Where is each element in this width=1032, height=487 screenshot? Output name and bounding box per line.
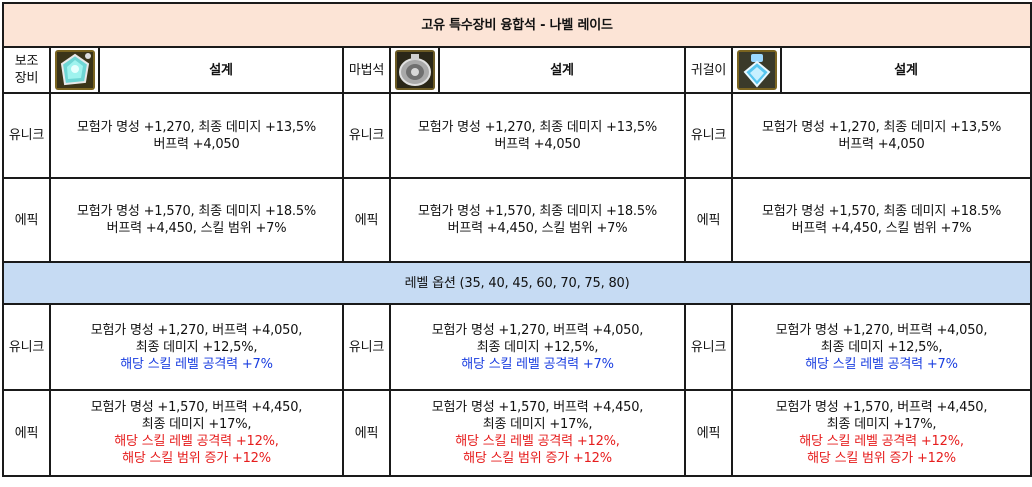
grade-epic-label: 에픽 xyxy=(342,177,391,263)
option-line: 버프력 +4,050 xyxy=(838,136,925,152)
option-line: 버프력 +4,050 xyxy=(153,136,240,152)
option-line: 최종 데미지 +12,5%, xyxy=(476,339,599,355)
design-header: 설계 xyxy=(98,46,344,94)
grade-epic-label: 에픽 xyxy=(2,177,51,263)
design-header: 설계 xyxy=(779,46,1032,94)
level-epic-options: 모험가 명성 +1,570, 버프력 +4,450, 최종 데미지 +17%, … xyxy=(389,389,686,477)
grade-epic-label: 에픽 xyxy=(684,177,733,263)
grade-unique-label: 유니크 xyxy=(342,92,391,179)
grade-epic-label: 에픽 xyxy=(684,389,733,477)
option-line: 모험가 명성 +1,570, 최종 데미지 +18.5% xyxy=(417,204,658,219)
slot-label-earring: 귀걸이 xyxy=(684,46,733,94)
grade-epic-label: 에픽 xyxy=(2,389,51,477)
option-line: 최종 데미지 +12,5%, xyxy=(135,339,258,355)
level-epic-options: 모험가 명성 +1,570, 버프력 +4,450, 최종 데미지 +17%, … xyxy=(730,389,1032,477)
skill-attack-option: 해당 스킬 레벨 공격력 +7% xyxy=(805,356,958,372)
sub-equipment-icon-cell xyxy=(49,46,100,94)
level-unique-options: 모험가 명성 +1,270, 버프력 +4,050, 최종 데미지 +12,5%… xyxy=(389,303,686,391)
level-unique-options: 모험가 명성 +1,270, 버프력 +4,050, 최종 데미지 +12,5%… xyxy=(49,303,344,391)
option-line: 최종 데미지 +12,5%, xyxy=(820,339,943,355)
base-unique-options: 모험가 명성 +1,270, 최종 데미지 +13,5% 버프력 +4,050 xyxy=(49,92,344,179)
fusion-stone-table: 고유 특수장비 융합석 - 나벨 레이드 보조 장비 설계 마법석 xyxy=(1,2,1032,477)
base-unique-row: 유니크 모험가 명성 +1,270, 최종 데미지 +13,5% 버프력 +4,… xyxy=(2,92,1032,179)
earring-icon-cell xyxy=(731,46,782,94)
skill-range-option: 해당 스킬 범위 증가 +12% xyxy=(807,451,956,466)
level-unique-options: 모험가 명성 +1,270, 버프력 +4,050, 최종 데미지 +12,5%… xyxy=(730,303,1032,391)
base-epic-row: 에픽 모험가 명성 +1,570, 최종 데미지 +18.5% 버프력 +4,4… xyxy=(2,177,1032,263)
sub-equipment-icon xyxy=(54,50,95,90)
level-unique-row: 유니크 모험가 명성 +1,270, 버프력 +4,050, 최종 데미지 +1… xyxy=(2,303,1032,391)
table-title: 고유 특수장비 융합석 - 나벨 레이드 xyxy=(1,2,1032,48)
base-epic-options: 모험가 명성 +1,570, 최종 데미지 +18.5% 버프력 +4,450,… xyxy=(49,177,344,263)
option-line: 버프력 +4,450, 스킬 범위 +7% xyxy=(791,221,972,236)
grade-unique-label: 유니크 xyxy=(342,303,391,391)
magic-stone-icon xyxy=(394,50,435,90)
skill-attack-option: 해당 스킬 레벨 공격력 +12%, xyxy=(799,434,964,449)
option-line: 최종 데미지 +17%, xyxy=(482,417,593,432)
earring-icon xyxy=(736,50,777,90)
level-epic-options: 모험가 명성 +1,570, 버프력 +4,450, 최종 데미지 +17%, … xyxy=(49,389,344,477)
skill-attack-option: 해당 스킬 레벨 공격력 +7% xyxy=(120,356,273,372)
skill-attack-option: 해당 스킬 레벨 공격력 +12%, xyxy=(455,434,620,449)
level-option-header: 레벨 옵션 (35, 40, 45, 60, 70, 75, 80) xyxy=(1,261,1032,305)
option-line: 모험가 명성 +1,270, 최종 데미지 +13,5% xyxy=(76,119,317,135)
option-line: 모험가 명성 +1,570, 버프력 +4,450, xyxy=(431,400,644,415)
option-line: 모험가 명성 +1,270, 최종 데미지 +13,5% xyxy=(762,119,1002,135)
skill-attack-option: 해당 스킬 레벨 공격력 +12%, xyxy=(114,434,279,449)
option-line: 모험가 명성 +1,270, 최종 데미지 +13,5% xyxy=(417,119,658,135)
option-line: 모험가 명성 +1,270, 버프력 +4,050, xyxy=(431,322,644,338)
option-line: 모험가 명성 +1,570, 버프력 +4,450, xyxy=(90,400,303,415)
level-epic-row: 에픽 모험가 명성 +1,570, 버프력 +4,450, 최종 데미지 +17… xyxy=(2,389,1032,477)
grade-epic-label: 에픽 xyxy=(342,389,391,477)
grade-unique-label: 유니크 xyxy=(684,303,733,391)
skill-attack-option: 해당 스킬 레벨 공격력 +7% xyxy=(461,356,614,372)
design-header: 설계 xyxy=(438,46,686,94)
grade-unique-label: 유니크 xyxy=(684,92,733,179)
option-line: 버프력 +4,450, 스킬 범위 +7% xyxy=(447,221,628,236)
base-unique-options: 모험가 명성 +1,270, 최종 데미지 +13,5% 버프력 +4,050 xyxy=(389,92,686,179)
base-unique-options: 모험가 명성 +1,270, 최종 데미지 +13,5% 버프력 +4,050 xyxy=(730,92,1032,179)
option-line: 버프력 +4,050 xyxy=(494,136,581,152)
option-line: 모험가 명성 +1,270, 버프력 +4,050, xyxy=(775,322,988,338)
slot-label-magic-stone: 마법석 xyxy=(342,46,391,94)
slot-label-sub-equipment: 보조 장비 xyxy=(2,46,51,94)
skill-range-option: 해당 스킬 범위 증가 +12% xyxy=(122,451,271,466)
option-line: 모험가 명성 +1,570, 최종 데미지 +18.5% xyxy=(76,204,317,219)
header-row: 보조 장비 설계 마법석 xyxy=(2,46,1032,94)
option-line: 모험가 명성 +1,570, 버프력 +4,450, xyxy=(775,400,988,415)
base-epic-options: 모험가 명성 +1,570, 최종 데미지 +18.5% 버프력 +4,450,… xyxy=(389,177,686,263)
base-epic-options: 모험가 명성 +1,570, 최종 데미지 +18.5% 버프력 +4,450,… xyxy=(730,177,1032,263)
option-line: 모험가 명성 +1,570, 최종 데미지 +18.5% xyxy=(762,204,1002,219)
option-line: 모험가 명성 +1,270, 버프력 +4,050, xyxy=(90,322,303,338)
grade-unique-label: 유니크 xyxy=(2,303,51,391)
option-line: 버프력 +4,450, 스킬 범위 +7% xyxy=(106,221,287,236)
skill-range-option: 해당 스킬 범위 증가 +12% xyxy=(463,451,612,466)
option-line: 최종 데미지 +17%, xyxy=(141,417,252,432)
grade-unique-label: 유니크 xyxy=(2,92,51,179)
magic-stone-icon-cell xyxy=(389,46,440,94)
option-line: 최종 데미지 +17%, xyxy=(826,417,937,432)
